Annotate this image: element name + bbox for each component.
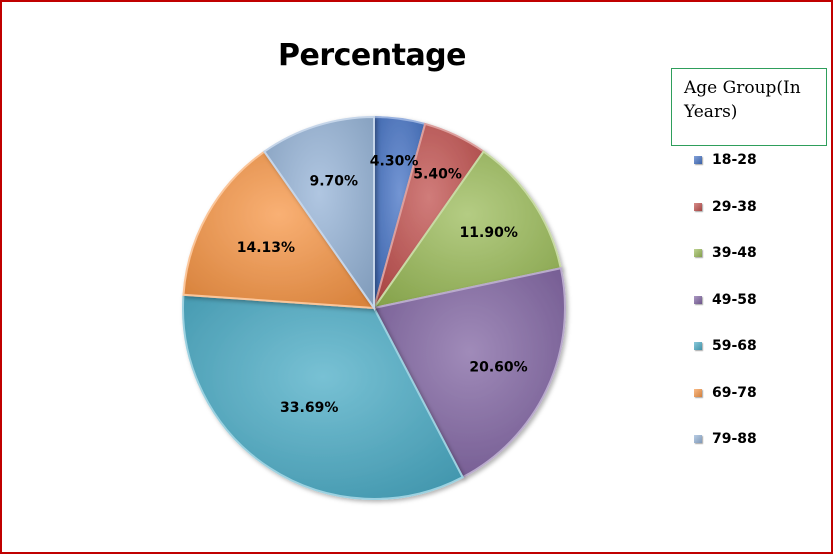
legend-label-18-28: 18-28 bbox=[712, 152, 757, 168]
legend-item-69-78: 69-78 bbox=[694, 383, 757, 403]
legend-label-29-38: 29-38 bbox=[712, 198, 757, 215]
pie-slice-49-58 bbox=[372, 267, 566, 479]
legend-swatch-39-48 bbox=[694, 249, 702, 257]
legend-item-79-88: 79-88 bbox=[694, 429, 757, 449]
pie-slice-69-78 bbox=[182, 150, 377, 310]
legend-title: Age Group(In Years) bbox=[671, 68, 827, 146]
slice-label-49-58: 20.60% bbox=[469, 360, 527, 376]
legend-swatch-79-88 bbox=[694, 435, 702, 443]
legend-item-49-58: 49-58 bbox=[694, 290, 757, 310]
pie-slice-59-68 bbox=[182, 293, 465, 500]
legend-label-79-88: 79-88 bbox=[712, 431, 757, 447]
legend-swatch-49-58 bbox=[694, 295, 702, 304]
slice-label-59-68: 33.69% bbox=[280, 400, 338, 416]
legend-item-59-68: 59-68 bbox=[694, 336, 757, 356]
legend-label-39-48: 39-48 bbox=[712, 245, 757, 261]
legend-label-69-78: 69-78 bbox=[712, 384, 757, 401]
legend-swatch-69-78 bbox=[694, 388, 702, 397]
slice-label-29-38: 5.40% bbox=[413, 166, 462, 182]
legend-swatch-18-28 bbox=[694, 156, 702, 164]
legend-swatch-29-38 bbox=[694, 202, 702, 211]
pie-slice-39-48 bbox=[371, 150, 562, 310]
pie-slice-79-88 bbox=[263, 115, 375, 312]
slice-label-18-28: 4.30% bbox=[370, 153, 419, 169]
slice-label-39-48: 11.90% bbox=[460, 225, 518, 241]
chart-title: Percentage bbox=[277, 38, 467, 73]
legend-item-39-48: 39-48 bbox=[694, 243, 757, 263]
pie-labels: 4.30%5.40% 11.90% 20.60% 33.69% 14.13% 9.70% bbox=[237, 153, 528, 416]
slice-label-69-78: 14.13% bbox=[237, 240, 295, 256]
pie-slices bbox=[182, 115, 566, 500]
legend-label-49-58: 49-58 bbox=[712, 291, 757, 308]
legend-swatch-59-68 bbox=[694, 342, 702, 350]
slice-label-79-88: 9.70% bbox=[310, 174, 359, 190]
legend-item-18-28: 18-28 bbox=[694, 150, 757, 170]
legend-item-29-38: 29-38 bbox=[694, 197, 757, 217]
legend-label-59-68: 59-68 bbox=[712, 338, 757, 354]
